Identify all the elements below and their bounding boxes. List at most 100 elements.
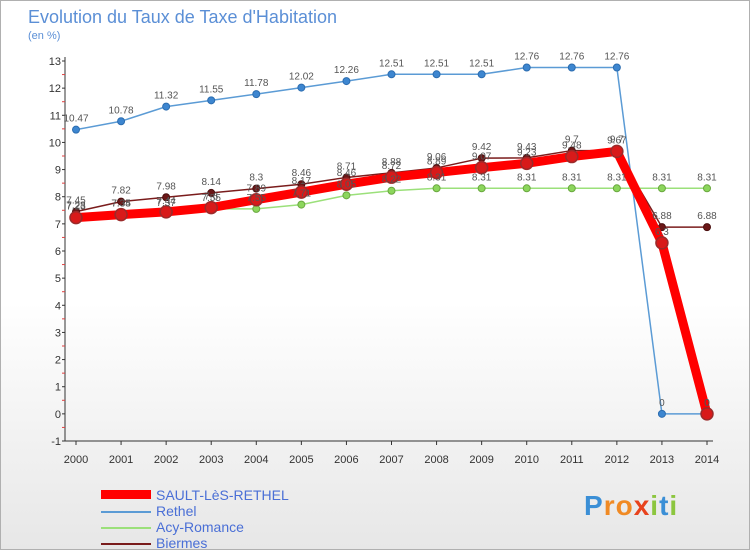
y-tick-label: 5 — [55, 273, 61, 285]
series-point-rethel — [522, 63, 531, 72]
y-tick-label: 0 — [55, 409, 61, 421]
data-label-acy: 7.35 — [111, 198, 131, 209]
y-tick-label: 2 — [55, 355, 61, 367]
y-tick-label: 4 — [55, 300, 61, 312]
y-tick-label: 12 — [49, 83, 61, 95]
data-label-acy: 7.55 — [247, 193, 267, 204]
chart-subtitle: (en %) — [28, 30, 61, 42]
legend-swatch-biermes — [101, 543, 151, 545]
data-label-sault: 7.89 — [247, 184, 267, 195]
x-tick-label: 2014 — [695, 454, 719, 466]
series-point-rethel — [162, 102, 171, 111]
series-point-biermes — [162, 193, 171, 202]
legend-label-sault: SAULT-LèS-RETHEL — [156, 487, 289, 503]
data-label-sault: 8.17 — [292, 176, 312, 187]
data-label-sault: 9.07 — [472, 152, 492, 163]
data-label-acy: 7.37 — [156, 198, 176, 209]
series-point-biermes — [117, 197, 126, 206]
data-label-biermes: 7.82 — [111, 186, 131, 197]
x-tick-label: 2005 — [289, 454, 313, 466]
x-tick-label: 2011 — [560, 454, 584, 466]
series-point-biermes — [703, 223, 711, 232]
data-label-acy: 8.05 — [337, 179, 357, 190]
data-label-biermes: 9.7 — [565, 135, 579, 146]
series-point-acy — [657, 184, 666, 193]
y-tick-label: -1 — [51, 436, 61, 448]
data-label-rethel: 12.76 — [604, 52, 629, 63]
data-label-sault: 6.3 — [655, 227, 669, 238]
data-label-biermes: 6.88 — [652, 211, 672, 222]
data-label-rethel: 11.55 — [199, 84, 224, 95]
x-tick-label: 2010 — [514, 454, 538, 466]
data-label-rethel: 10.47 — [63, 114, 88, 125]
x-tick-label: 2008 — [424, 454, 448, 466]
y-tick-label: 13 — [49, 56, 61, 68]
data-label-biermes: 9.06 — [427, 152, 447, 163]
y-tick-label: 3 — [55, 327, 61, 339]
data-label-rethel: 0 — [704, 398, 710, 409]
data-label-biermes: 8.46 — [292, 168, 312, 179]
y-tick-label: 1 — [55, 382, 61, 394]
y-tick-label: 11 — [50, 110, 61, 122]
series-point-rethel — [477, 70, 486, 79]
data-label-acy: 7.55 — [201, 193, 221, 204]
data-label-rethel: 12.51 — [469, 58, 494, 69]
data-label-rethel: 12.51 — [424, 58, 449, 69]
legend-label-rethel: Rethel — [156, 503, 197, 519]
data-label-acy: 7.28 — [66, 200, 86, 211]
series-point-sault — [69, 210, 83, 225]
legend-swatch-rethel — [101, 511, 151, 513]
x-tick-label: 2007 — [379, 454, 403, 466]
data-label-biermes: 6.88 — [697, 211, 717, 222]
chart-series — [69, 63, 714, 421]
data-label-biermes: 9.43 — [517, 142, 537, 153]
series-point-acy — [612, 184, 621, 193]
data-label-sault: 8.72 — [382, 161, 402, 172]
data-label-acy: 8.31 — [652, 172, 672, 183]
data-label-sault: 8.46 — [337, 168, 357, 179]
data-label-biermes: 9.42 — [472, 142, 492, 153]
series-point-acy — [297, 200, 306, 209]
data-label-rethel: 0 — [659, 398, 665, 409]
proxiti-logo: Proxiti — [584, 490, 679, 521]
data-label-sault: 8.89 — [427, 157, 447, 168]
data-label-biermes: 8.71 — [337, 161, 357, 172]
x-tick-label: 2000 — [64, 454, 88, 466]
series-point-sault — [700, 407, 714, 421]
data-label-rethel: 12.02 — [289, 72, 314, 83]
data-label-rethel: 11.32 — [154, 91, 179, 102]
series-point-sault — [159, 205, 173, 219]
chart-data-labels: 10.47 10.78 11.32 11.55 11.78 12.02 12.26 12.51… — [63, 52, 717, 409]
series-point-acy — [342, 191, 351, 200]
series-point-sault — [114, 207, 128, 222]
data-label-rethel: 11.78 — [244, 78, 269, 89]
y-tick-label: 7 — [55, 219, 61, 231]
y-tick-label: 6 — [55, 246, 61, 258]
series-point-acy — [387, 186, 396, 195]
data-label-sault: 9.48 — [562, 141, 582, 152]
series-point-sault — [294, 185, 309, 199]
series-point-rethel — [657, 409, 666, 418]
series-point-rethel — [207, 96, 216, 105]
data-label-acy: 8.31 — [427, 172, 447, 183]
series-point-acy — [703, 184, 711, 193]
series-point-sault — [610, 144, 624, 159]
series-point-rethel — [387, 70, 396, 79]
data-label-acy: 8.31 — [562, 172, 582, 183]
series-point-acy — [432, 184, 441, 193]
series-point-acy — [567, 184, 576, 193]
data-label-rethel: 12.76 — [559, 52, 584, 63]
y-tick-label: 8 — [55, 192, 61, 204]
series-point-rethel — [297, 83, 306, 92]
series-point-sault — [204, 200, 218, 215]
x-tick-label: 2003 — [199, 454, 223, 466]
data-label-sault: 7.6 — [204, 192, 218, 203]
data-label-sault: 7.44 — [156, 196, 176, 207]
data-label-biermes: 7.98 — [156, 181, 176, 192]
x-tick-label: 2012 — [605, 454, 629, 466]
data-label-sault: 9.23 — [517, 147, 537, 158]
series-point-sault — [429, 165, 444, 180]
series-point-biermes — [252, 184, 261, 193]
